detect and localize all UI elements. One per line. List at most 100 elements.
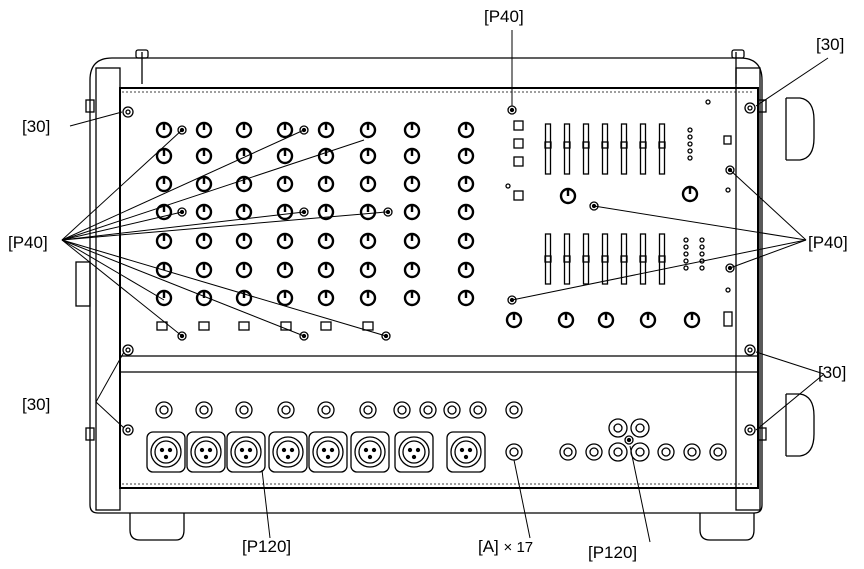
channel-knob xyxy=(317,289,335,307)
fader-knob xyxy=(658,255,666,263)
jack-outer xyxy=(505,443,523,461)
knob-body xyxy=(597,311,615,329)
knob-body xyxy=(276,289,294,307)
channel-knob xyxy=(155,261,173,279)
xlr-connector xyxy=(394,431,434,473)
knob-body xyxy=(403,203,421,221)
leader-p40-left xyxy=(61,239,305,337)
channel-knob xyxy=(359,232,377,250)
leader-p40-right xyxy=(729,239,807,269)
knob-body xyxy=(155,147,173,165)
panel-screw xyxy=(122,344,134,356)
xlr-inner xyxy=(316,440,340,464)
fader-knob xyxy=(620,255,628,263)
channel-knob xyxy=(155,121,173,139)
channel-knob xyxy=(359,289,377,307)
channel-knob xyxy=(195,232,213,250)
leader-p40-right xyxy=(593,205,807,241)
xlr-inner xyxy=(234,440,258,464)
knob-body xyxy=(359,203,377,221)
leader-30 xyxy=(755,373,825,431)
screw-head xyxy=(744,102,756,114)
xlr-pin xyxy=(167,447,173,453)
callout-p40-right: [P40] xyxy=(808,233,848,252)
meter-led xyxy=(683,244,689,250)
jack-inner xyxy=(447,405,457,415)
channel-knob xyxy=(276,175,294,193)
leader-30 xyxy=(95,401,125,429)
channel-knob xyxy=(359,261,377,279)
channel-knob xyxy=(235,232,253,250)
meter-led xyxy=(699,244,705,250)
xlr-pin xyxy=(289,447,295,453)
meter-led xyxy=(683,265,689,271)
phone-jack xyxy=(195,401,213,419)
xlr-pin xyxy=(159,447,165,453)
p40-screw-head xyxy=(507,295,517,305)
screw-slot xyxy=(747,105,753,111)
fader-track xyxy=(639,233,647,285)
channel-switch xyxy=(320,321,332,331)
xlr-pin xyxy=(285,454,291,460)
channel-knob xyxy=(195,175,213,193)
channel-knob xyxy=(155,147,173,165)
knob-body xyxy=(195,232,213,250)
xlr-pin xyxy=(407,447,413,453)
output-knob xyxy=(639,311,657,329)
leader-p40-right xyxy=(729,169,807,241)
xlr-pin xyxy=(463,454,469,460)
fader-track xyxy=(544,233,552,285)
fader-track xyxy=(582,123,590,175)
jack-outer xyxy=(505,401,523,419)
jack-outer xyxy=(559,443,577,461)
panel-screw xyxy=(122,106,134,118)
fader-knob xyxy=(544,141,552,149)
xlr-connector xyxy=(350,431,390,473)
knob-body xyxy=(317,289,335,307)
xlr-pin xyxy=(247,447,253,453)
jack-inner xyxy=(509,447,519,457)
channel-knob xyxy=(359,175,377,193)
knob-body xyxy=(317,121,335,139)
jack-outer xyxy=(419,401,437,419)
jack-outer xyxy=(155,401,173,419)
knob-body xyxy=(403,232,421,250)
knob-body xyxy=(403,261,421,279)
p40-screw-head xyxy=(299,331,309,341)
channel-knob xyxy=(403,121,421,139)
panel-screw xyxy=(744,424,756,436)
leader-p40-left xyxy=(61,239,387,337)
phone-jack xyxy=(419,401,437,419)
phone-jack xyxy=(155,401,173,419)
channel-knob xyxy=(195,147,213,165)
leader-p40-left xyxy=(61,129,183,241)
xlr-plate xyxy=(146,431,186,473)
small-switch xyxy=(723,311,733,327)
xlr-pin xyxy=(207,447,213,453)
rca-inner xyxy=(635,423,645,433)
xlr-plate xyxy=(186,431,226,473)
meter-led xyxy=(683,237,689,243)
phone-jack xyxy=(585,443,603,461)
rca-inner xyxy=(613,423,623,433)
section-button xyxy=(513,120,524,131)
xlr-inner xyxy=(154,440,178,464)
xlr-pin xyxy=(363,447,369,453)
jack-inner xyxy=(239,405,249,415)
p40-screw-center xyxy=(385,209,391,215)
knob-body xyxy=(276,121,294,139)
knob-body xyxy=(155,261,173,279)
knob-body xyxy=(403,289,421,307)
fader-knob xyxy=(639,255,647,263)
leader-p40-left xyxy=(61,239,183,337)
channel-knob xyxy=(403,203,421,221)
jack-inner xyxy=(321,405,331,415)
callout-p40-left: [P40] xyxy=(8,233,48,252)
xlr-pin xyxy=(329,447,335,453)
knob-body xyxy=(276,203,294,221)
channel-knob xyxy=(317,203,335,221)
channel-knob xyxy=(317,175,335,193)
knob-body xyxy=(359,289,377,307)
knob-body xyxy=(195,261,213,279)
channel-knob xyxy=(457,261,475,279)
